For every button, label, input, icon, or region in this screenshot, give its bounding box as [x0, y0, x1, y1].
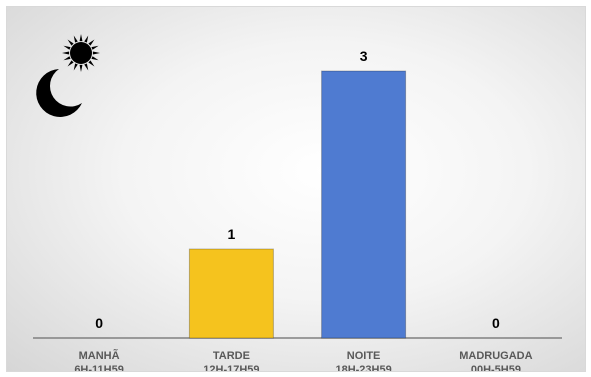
bar-chart: 0 MANHÃ 6H-11H59 1 TARDE 12H-17H59 3 NOITE 18H-2… [33, 34, 562, 372]
chart-frame: 0 MANHÃ 6H-11H59 1 TARDE 12H-17H59 3 NOITE 18H-2… [6, 6, 586, 372]
data-label-0: 0 [95, 315, 103, 331]
bar-2 [321, 70, 407, 339]
category-label-1: TARDE [213, 350, 250, 362]
sun-icon [62, 34, 100, 72]
moon-icon [36, 69, 82, 117]
category-sublabel-0: 6H-11H59 [74, 364, 124, 372]
category-label-2: NOITE [347, 350, 381, 362]
data-label-1: 1 [228, 226, 236, 242]
data-label-3: 0 [492, 315, 500, 331]
category-sublabel-1: 12H-17H59 [203, 364, 259, 372]
category-sublabel-2: 18H-23H59 [335, 364, 391, 372]
category-sublabel-3: 00H-5H59 [471, 364, 521, 372]
bar-1 [188, 248, 274, 339]
category-label-0: MANHÃ [79, 349, 120, 362]
category-label-3: MADRUGADA [459, 350, 532, 362]
data-label-2: 3 [360, 48, 368, 64]
